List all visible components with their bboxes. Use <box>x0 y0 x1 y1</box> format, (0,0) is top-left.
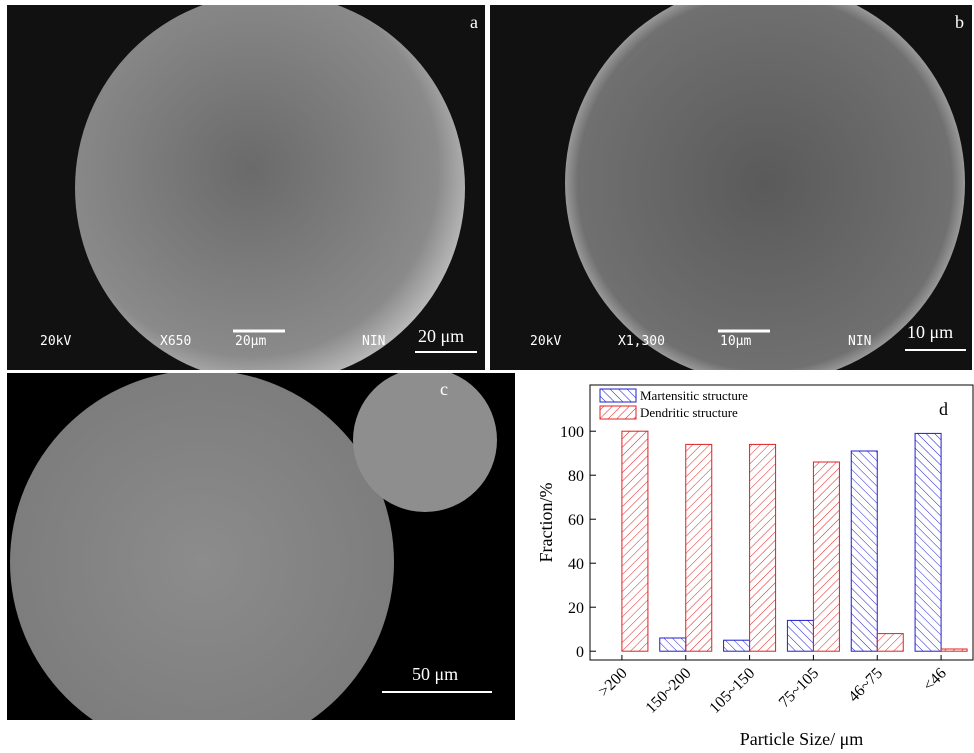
scale-bar-label: 10 μm <box>907 322 953 342</box>
bar <box>851 451 877 651</box>
info: X1,300 <box>618 334 665 349</box>
bar <box>660 638 686 651</box>
info: NIN <box>362 334 385 349</box>
panel-label: c <box>440 379 448 399</box>
bar <box>877 634 903 652</box>
info: X650 <box>160 334 191 349</box>
legend-swatch <box>600 389 636 402</box>
scale-bar-label: 20 μm <box>418 326 464 346</box>
y-tick-label: 80 <box>568 468 584 485</box>
bar <box>622 431 648 651</box>
x-tick-label: 75~105 <box>776 665 822 711</box>
panel-label: a <box>470 12 478 32</box>
info: 20kV <box>40 334 71 349</box>
info: 20μm <box>235 334 266 349</box>
y-tick-label: 0 <box>576 644 584 661</box>
panel-label: b <box>955 12 964 32</box>
x-tick-label: <46 <box>920 665 950 695</box>
sem-panel-b: 20kV X1,300 10μm NIN 10 μm b <box>490 0 972 383</box>
x-axis-label: Particle Size/ μm <box>740 729 864 749</box>
bar <box>813 462 839 651</box>
y-tick-label: 40 <box>568 556 584 573</box>
sem-panel-a: 20kV X650 20μm NIN 20 μm a <box>7 0 485 383</box>
bar <box>724 640 750 651</box>
bar <box>915 433 941 651</box>
info: 10μm <box>720 334 751 349</box>
legend-swatch <box>600 406 636 419</box>
bar <box>941 649 967 651</box>
y-tick-label: 100 <box>560 424 584 441</box>
x-tick-label: 105~150 <box>706 665 758 717</box>
info: NIN <box>848 334 871 349</box>
bar <box>787 620 813 651</box>
bar <box>686 444 712 651</box>
x-tick-label: 46~75 <box>845 665 886 706</box>
sem-panel-c: 50 μm c <box>7 368 515 753</box>
panel-label: d <box>939 399 948 419</box>
x-tick-label: 150~200 <box>642 665 694 717</box>
figure: 20kV X650 20μm NIN 20 μm a 20kV X1,300 1… <box>0 0 974 753</box>
y-tick-label: 60 <box>568 512 584 529</box>
legend-label: Martensitic structure <box>640 388 748 403</box>
y-tick-label: 20 <box>568 600 584 617</box>
x-tick-label: >200 <box>595 665 630 700</box>
scale-bar-label: 50 μm <box>412 664 458 684</box>
info: 20kV <box>530 334 561 349</box>
legend-label: Dendritic structure <box>640 405 738 420</box>
bar <box>750 444 776 651</box>
y-axis-label: Fraction/% <box>536 483 556 563</box>
